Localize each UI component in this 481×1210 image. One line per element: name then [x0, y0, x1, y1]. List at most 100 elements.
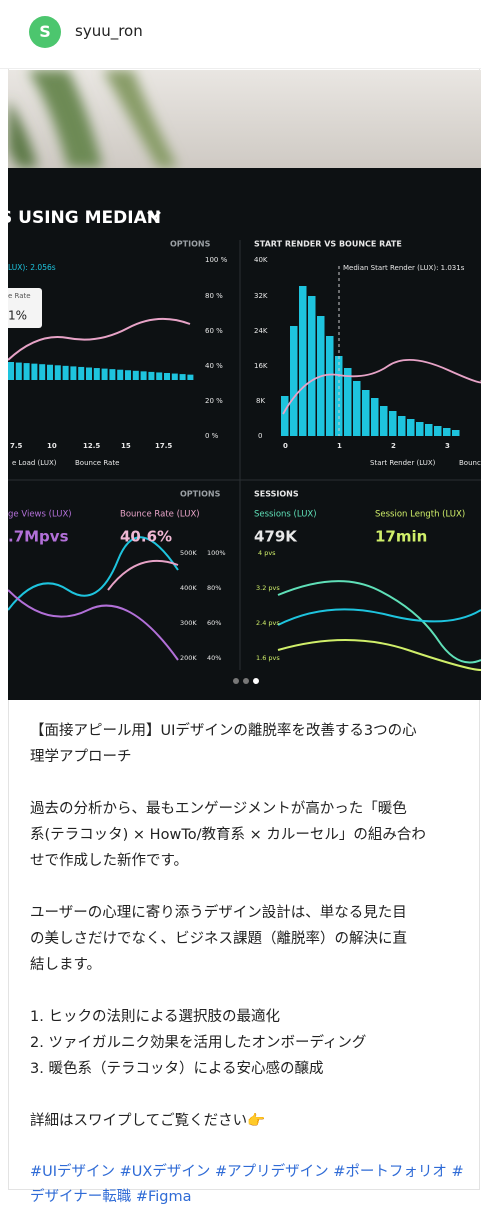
image-text: 80%	[207, 584, 221, 592]
hashtag[interactable]: #Figma	[135, 1189, 192, 1205]
art-line	[277, 608, 481, 626]
carousel-dot[interactable]	[243, 678, 249, 684]
art-bar	[335, 356, 343, 436]
image-text: Sessions (LUX)	[254, 510, 317, 520]
art-bar	[164, 373, 170, 380]
art-bar	[62, 365, 69, 380]
art-bar	[299, 286, 307, 436]
caption-line: 結します。	[30, 957, 102, 973]
image-text: 3	[445, 442, 450, 450]
caption-paragraph: ユーザーの心理に寄り添うデザイン設計は、単なる見た目 の美しさだけでなく、ビジネス…	[30, 900, 470, 978]
image-text: 1	[337, 442, 342, 450]
art-bar	[156, 372, 163, 380]
caption-line: せで作成した新作です。	[30, 853, 189, 869]
image-text: 8K	[256, 397, 265, 405]
image-text: 10	[47, 442, 57, 450]
art-bar	[326, 336, 334, 436]
dashboard-art	[8, 211, 481, 671]
art-bar	[389, 411, 397, 436]
art-bar	[93, 368, 100, 380]
hashtag[interactable]: #アプリデザイン	[214, 1164, 329, 1180]
art-bar	[86, 367, 92, 380]
image-text: OPTIONS	[170, 240, 211, 249]
image-text: SESSIONS	[254, 490, 299, 499]
image-text: 60%	[207, 619, 221, 627]
caption-paragraph: 1. ヒックの法則による選択肢の最適化 2. ツァイガルニク効果を活用したオンボー…	[30, 1004, 470, 1082]
caption-line: 系(テラコッタ) × HowTo/教育系 × カルーセル」の組み合わ	[30, 827, 426, 843]
caption-line: 過去の分析から、最もエンゲージメントが高かった「暖色	[30, 801, 407, 817]
caption-line: の美しさだけでなく、ビジネス課題（離脱率）の解決に直	[30, 931, 407, 947]
image-text: 479K	[254, 528, 298, 546]
art-line	[277, 639, 481, 671]
image-text: 500K	[180, 549, 197, 557]
carousel-dot[interactable]	[233, 678, 239, 684]
avatar[interactable]: S	[29, 16, 61, 48]
image-text: 2.4 pvs	[256, 619, 280, 627]
art-bar	[125, 370, 131, 380]
art-bar	[101, 368, 108, 380]
art-bar	[398, 416, 406, 436]
art-bar	[290, 326, 298, 436]
art-bar	[425, 424, 433, 436]
image-text: 0	[283, 442, 288, 450]
art-bar	[132, 370, 139, 380]
hashtags: #UIデザイン #UXデザイン #アプリデザイン #ポートフォリオ #デザイナー…	[30, 1160, 470, 1210]
image-text: 3.2 pvs	[256, 584, 280, 592]
caption: 【面接アピール用】UIデザインの離脱率を改善する3つの心 理学アプローチ過去の分析…	[30, 718, 470, 1210]
image-text: 4 pvs	[258, 549, 276, 557]
image-text: 0 %	[205, 432, 219, 440]
image-text: Start Render (LUX)	[370, 459, 436, 467]
image-text: 300K	[180, 619, 197, 627]
art-bar	[171, 373, 178, 380]
image-text: e Rate	[8, 292, 31, 300]
art-bar	[109, 369, 116, 380]
post-image[interactable]: S USING MEDIAN OPTIONS START RENDER VS BOU…	[8, 70, 481, 700]
art-bar	[353, 381, 361, 436]
image-text: LUX): 2.056s	[8, 263, 56, 272]
image-text: 24K	[254, 327, 268, 335]
art-bar	[140, 371, 147, 380]
image-text: 16K	[254, 362, 268, 370]
image-text: 40 %	[205, 362, 223, 370]
art-bar	[179, 374, 186, 380]
art-bar	[380, 406, 388, 436]
username[interactable]: syuu_ron	[75, 22, 143, 40]
image-text: 80 %	[205, 292, 223, 300]
image-text: 400K	[180, 584, 197, 592]
image-text: 0	[258, 432, 262, 440]
art-bar	[70, 366, 77, 380]
art-bar	[416, 422, 424, 436]
image-text: Median Start Render (LUX): 1.031s	[343, 264, 465, 272]
art-bar	[39, 364, 46, 380]
caption-line: 詳細はスワイプしてご覧ください👉	[30, 1113, 266, 1129]
art-bar	[443, 428, 451, 436]
caption-paragraph: 【面接アピール用】UIデザインの離脱率を改善する3つの心 理学アプローチ	[30, 718, 470, 770]
image-text: OPTIONS	[180, 490, 221, 499]
art-bar	[362, 390, 370, 436]
image-text: Bounce Rate (LUX)	[120, 510, 200, 520]
image-text: 2	[391, 442, 396, 450]
post-header: S syuu_ron	[0, 0, 481, 69]
hashtag[interactable]: #UXデザイン	[119, 1164, 211, 1180]
art-bar	[308, 296, 316, 436]
image-text: 40K	[254, 256, 268, 264]
art-bar	[15, 362, 22, 380]
art-bar	[281, 396, 289, 436]
art-bar	[8, 362, 14, 380]
art-line	[107, 559, 179, 591]
image-text: 100 %	[205, 256, 228, 264]
caption-paragraph: 過去の分析から、最もエンゲージメントが高かった「暖色系(テラコッタ) × How…	[30, 796, 470, 874]
art-line	[277, 580, 481, 664]
hashtag[interactable]: #ポートフォリオ	[333, 1164, 447, 1180]
carousel-dot-active[interactable]	[253, 678, 259, 684]
art-bar	[434, 426, 442, 436]
caption-paragraph: 詳細はスワイプしてご覧ください👉	[30, 1108, 470, 1134]
caption-line: 理学アプローチ	[30, 749, 132, 765]
hashtag[interactable]: #UIデザイン	[30, 1164, 116, 1180]
image-text: Bounce Rate	[75, 459, 119, 467]
image-text: 200K	[180, 654, 197, 662]
caption-line: 3. 暖色系（テラコッタ）による安心感の醸成	[30, 1061, 324, 1077]
caption-line: 1. ヒックの法則による選択肢の最適化	[30, 1009, 281, 1025]
art-line	[8, 589, 179, 661]
caption-line: 2. ツァイガルニク効果を活用したオンボーディング	[30, 1035, 367, 1051]
